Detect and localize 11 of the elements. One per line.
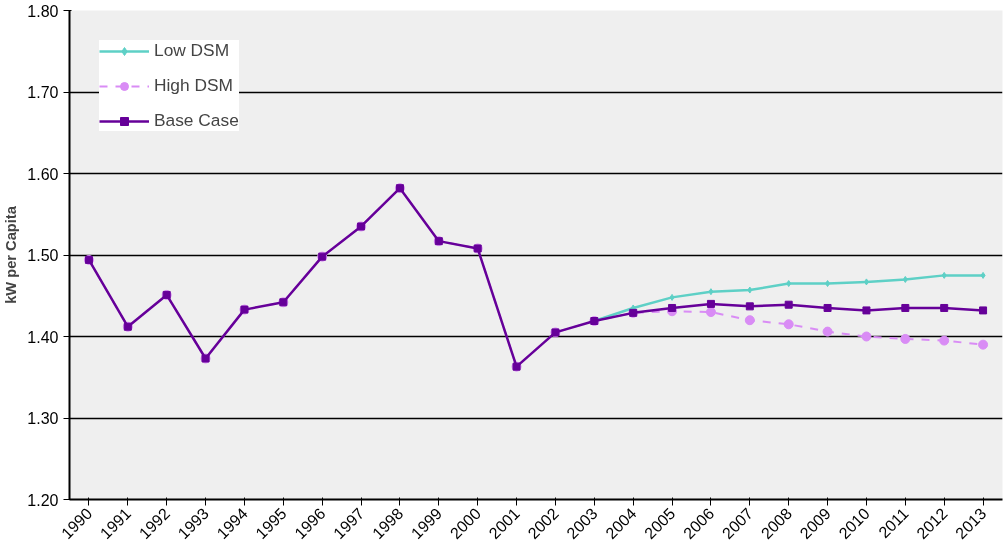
y-tick-label: 1.50: [27, 247, 59, 264]
y-tick-label: 1.60: [27, 165, 59, 183]
legend-label: Low DSM: [154, 40, 230, 61]
y-tick-label: 1.30: [27, 410, 59, 427]
y-tick-label: 1.80: [27, 2, 59, 20]
y-tick-label: 1.70: [27, 84, 59, 101]
legend-label: High DSM: [154, 75, 233, 96]
legend-label: Base Case: [154, 110, 239, 131]
y-axis-title: kW per Capita: [3, 205, 20, 304]
y-tick-label: 1.20: [27, 491, 59, 509]
y-tick-label: 1.40: [27, 328, 59, 346]
